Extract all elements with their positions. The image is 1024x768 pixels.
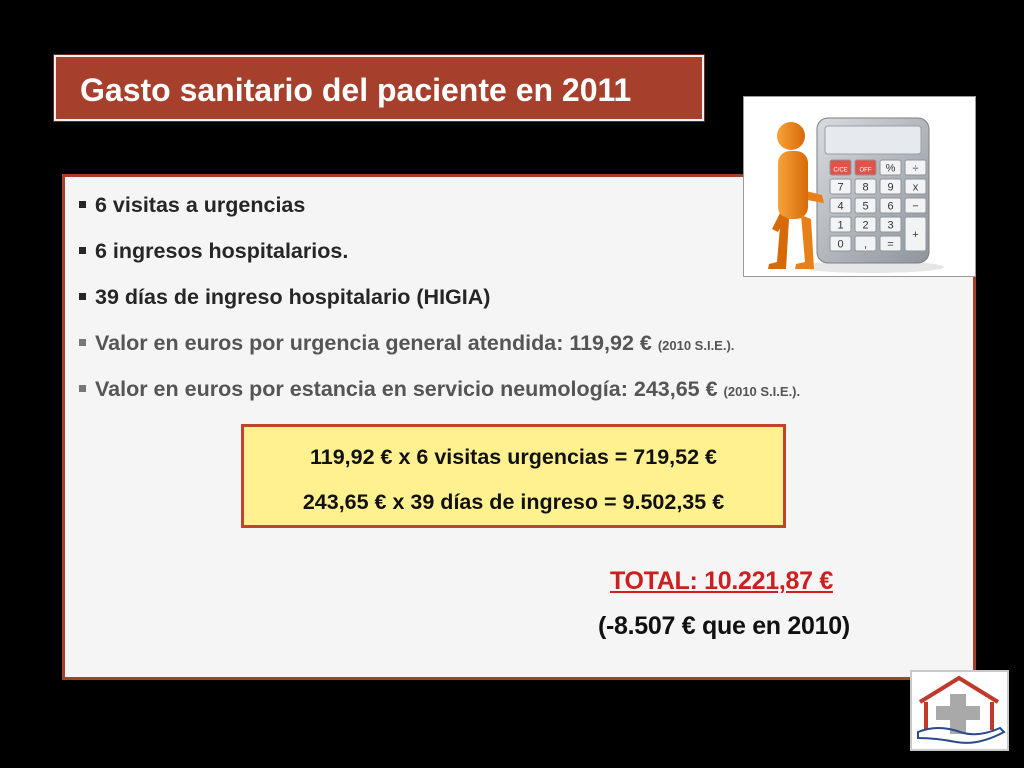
bullet-admissions: 6 ingresos hospitalarios.: [79, 239, 348, 264]
calculator-key: [904, 216, 927, 252]
house-cross-hand-icon: [917, 675, 1006, 744]
calculator-key: [879, 235, 902, 252]
source-note: (2010 S.I.E.).: [657, 338, 735, 353]
calculator-key: [879, 178, 902, 195]
calculation-box: 119,92 € x 6 visitas urgencias = 719,52 …: [241, 424, 786, 528]
calculator-key-label: 4: [837, 201, 843, 213]
calculator-key-label: OFF: [860, 168, 872, 174]
calculator-key-label: %: [886, 163, 896, 175]
calculator-key: [854, 235, 877, 252]
calculator-key-label: +: [912, 229, 918, 241]
calculator-key-label: 2: [862, 220, 868, 232]
bullet-visits: 6 visitas a urgencias: [79, 193, 305, 218]
bullet-stay-value: Valor en euros por estancia en servicio …: [79, 377, 800, 402]
calculator-key-label: 8: [862, 182, 868, 194]
calculator-key: [854, 197, 877, 214]
calculator-key-label: ,: [864, 239, 867, 251]
bullet-emergency-value: Valor en euros por urgencia general aten…: [79, 331, 734, 356]
calculator-key-label: 0: [837, 239, 843, 251]
clinic-logo: [910, 670, 1009, 751]
calculator-key: [854, 178, 877, 195]
calculator-key-label: 3: [887, 220, 893, 232]
calculator-key: [854, 216, 877, 233]
calculation-line-1: 119,92 € x 6 visitas urgencias = 719,52 …: [309, 445, 717, 469]
calculator-key-label: 1: [837, 220, 843, 232]
calculator-key: [829, 197, 852, 214]
calculator-key: [829, 159, 852, 176]
calculation-line-2: 243,65 € x 39 días de ingreso = 9.502,35…: [302, 490, 725, 514]
calculator-key-label: C/CE: [833, 168, 847, 174]
calculator-person-icon: C/CE OFF% ÷ 7 8 9 x 4 5 6 − 1 2 3 +0, =: [768, 117, 944, 273]
bullet-days: 39 días de ingreso hospitalario (HIGIA): [79, 285, 490, 310]
bullet-square-icon: [79, 339, 86, 346]
bullet-square-icon: [79, 201, 86, 208]
total-amount: TOTAL: 10.221,87 €: [610, 567, 833, 595]
slide-title: Gasto sanitario del paciente en 2011: [80, 72, 632, 108]
calculator-key-label: 7: [837, 182, 843, 194]
calculator-key-label: =: [887, 239, 893, 251]
calculator-key: [904, 178, 927, 195]
calculator-key-label: ÷: [912, 163, 918, 175]
bullet-square-icon: [79, 293, 86, 300]
calculator-key: [829, 235, 852, 252]
calculator-key: [879, 216, 902, 233]
calculator-key: [879, 159, 902, 176]
calculator-key: [829, 178, 852, 195]
bullet-square-icon: [79, 385, 86, 392]
calculator-key: [829, 216, 852, 233]
calculator-key-label: 6: [887, 201, 893, 213]
difference-note: (-8.507 € que en 2010): [598, 612, 850, 640]
calculator-key-label: x: [913, 182, 919, 194]
calculator-key: [854, 159, 877, 176]
calculator-key-label: 5: [862, 201, 868, 213]
title-banner: Gasto sanitario del paciente en 2011: [54, 55, 704, 121]
calculator-key: [879, 197, 902, 214]
calculator-illustration: C/CE OFF% ÷ 7 8 9 x 4 5 6 − 1 2 3 +0, =: [743, 96, 976, 277]
bullet-square-icon: [79, 247, 86, 254]
calculator-key: [904, 159, 927, 176]
calculator-key-label: 9: [887, 182, 893, 194]
source-note: (2010 S.I.E.).: [723, 384, 801, 399]
calculator-key-label: −: [912, 201, 918, 213]
calculator-key: [904, 197, 927, 214]
